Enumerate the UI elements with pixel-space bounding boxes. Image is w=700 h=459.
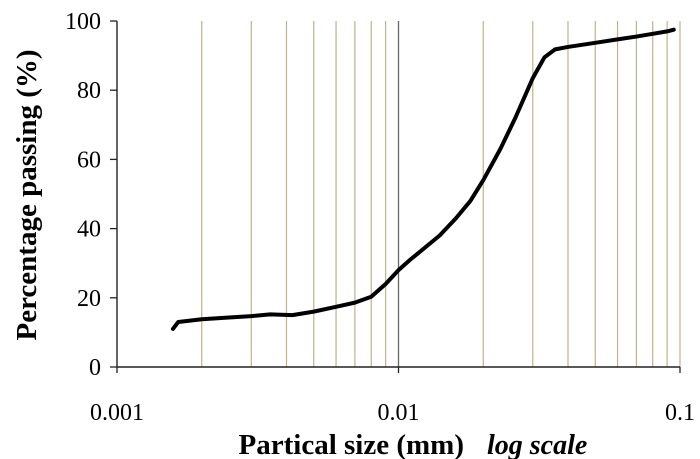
x-axis-title: Partical size (mm)	[239, 429, 464, 459]
x-tick-label: 0.01	[378, 400, 420, 426]
particle-size-line	[170, 27, 676, 331]
y-tick-label: 80	[77, 78, 101, 104]
axes-layer	[110, 20, 681, 373]
x-tick-label: 0.1	[665, 400, 695, 426]
x-tick-label: 0.001	[90, 400, 144, 426]
y-tick-label: 20	[77, 286, 101, 312]
series-layer	[170, 27, 676, 331]
grid-layer	[201, 21, 681, 367]
x-axis-note: log scale	[487, 430, 587, 459]
y-tick-label: 40	[77, 217, 101, 243]
y-tick-label: 0	[89, 355, 101, 381]
y-axis-title: Percentage passing (%)	[11, 49, 43, 340]
y-tick-label: 100	[65, 9, 101, 35]
y-tick-label: 60	[77, 147, 101, 173]
tick-label-layer: 0 20 40 60 80 100 0.001 0.01 0.1	[65, 9, 695, 426]
